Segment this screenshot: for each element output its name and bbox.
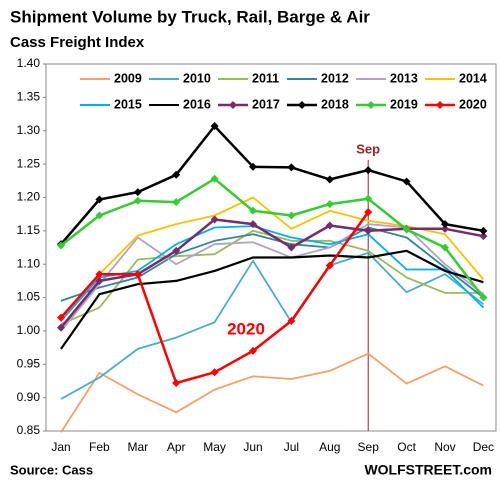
x-tick-label: Jul: [284, 440, 299, 454]
legend-label: 2010: [183, 71, 211, 85]
point-marker: [364, 194, 373, 203]
chart-subtitle: Cass Freight Index: [10, 34, 145, 51]
y-tick-label: 1.35: [17, 90, 41, 104]
x-tick-label: Dec: [473, 440, 494, 454]
x-tick-label: Aug: [319, 440, 340, 454]
point-marker: [287, 316, 296, 325]
y-tick-label: 1.05: [17, 290, 41, 304]
y-tick-label: 1.40: [17, 56, 41, 70]
y-tick-label: 1.30: [17, 123, 41, 137]
point-marker: [57, 241, 65, 250]
point-marker: [133, 188, 142, 197]
legend-label: 2015: [114, 97, 142, 111]
legend-marker: [229, 101, 237, 109]
point-marker: [325, 221, 334, 230]
point-marker: [249, 220, 257, 229]
legend-marker: [367, 101, 375, 109]
point-marker: [210, 368, 219, 377]
annotation: 2020: [227, 319, 265, 338]
series-line: [60, 352, 484, 433]
point-marker: [479, 232, 488, 241]
y-tick-label: 1.25: [17, 156, 41, 170]
y-tick-label: 0.90: [17, 390, 41, 404]
point-marker: [364, 208, 373, 217]
point-marker: [479, 293, 488, 302]
point-marker: [172, 246, 181, 255]
legend-label: 2014: [459, 71, 487, 85]
point-marker: [364, 226, 373, 235]
x-tick-label: Sep: [358, 440, 380, 454]
credit: WOLFSTREET.com: [364, 462, 492, 478]
point-marker: [287, 243, 296, 252]
series-line: [60, 226, 484, 302]
series-line: [60, 124, 484, 246]
x-tick-label: Apr: [167, 440, 186, 454]
legend-label: 2013: [390, 71, 418, 85]
point-marker: [441, 243, 449, 252]
point-marker: [95, 195, 104, 204]
point-marker: [210, 215, 219, 224]
point-marker: [441, 224, 449, 233]
point-marker: [249, 162, 257, 171]
point-marker: [133, 196, 142, 205]
series-line: [60, 251, 484, 400]
legend-marker: [436, 101, 444, 109]
x-tick-label: Oct: [397, 440, 416, 454]
point-marker: [325, 261, 334, 270]
y-tick-label: 1.10: [17, 256, 41, 270]
point-marker: [402, 177, 411, 186]
y-tick-label: 1.20: [17, 190, 41, 204]
point-marker: [172, 198, 181, 207]
y-tick-label: 0.85: [17, 423, 41, 437]
point-marker: [325, 175, 334, 184]
plot-frame: [45, 63, 497, 432]
legend-label: 2020: [459, 97, 487, 111]
legend-label: 2012: [321, 71, 349, 85]
point-marker: [325, 200, 334, 209]
legend-label: 2017: [252, 97, 280, 111]
y-tick-label: 1.00: [17, 323, 41, 337]
chart-title: Shipment Volume by Truck, Rail, Barge & …: [10, 7, 370, 26]
y-tick-label: 0.95: [17, 356, 41, 370]
point-marker: [287, 163, 296, 172]
y-tick-label: 1.15: [17, 223, 41, 237]
point-marker: [95, 211, 104, 220]
point-marker: [172, 378, 181, 387]
series-line: [60, 225, 485, 322]
legend-label: 2011: [252, 71, 279, 85]
point-marker: [364, 166, 373, 175]
series-line: [60, 177, 485, 299]
point-marker: [57, 323, 65, 332]
point-marker: [249, 206, 257, 215]
x-tick-label: Mar: [127, 440, 148, 454]
marker-label: Sep: [356, 141, 380, 156]
point-marker: [210, 122, 219, 131]
point-marker: [210, 174, 219, 183]
legend-label: 2018: [321, 97, 349, 111]
source: Source: Cass: [10, 462, 93, 477]
point-marker: [133, 270, 142, 279]
x-tick-label: Feb: [89, 440, 110, 454]
legend-label: 2016: [183, 97, 211, 111]
point-marker: [172, 170, 181, 179]
point-marker: [95, 270, 104, 279]
legend-label: 2019: [390, 97, 418, 111]
series-line: [60, 249, 484, 350]
point-marker: [57, 313, 65, 322]
point-marker: [479, 226, 488, 235]
x-tick-label: Jun: [243, 440, 262, 454]
legend-marker: [298, 101, 306, 109]
x-tick-label: Jan: [51, 440, 70, 454]
point-marker: [95, 276, 104, 285]
point-marker: [287, 211, 296, 220]
point-marker: [249, 346, 257, 355]
x-tick-label: Nov: [434, 440, 455, 454]
x-tick-label: May: [203, 440, 226, 454]
legend-label: 2009: [114, 71, 142, 85]
point-marker: [402, 225, 411, 234]
point-marker: [441, 220, 449, 229]
